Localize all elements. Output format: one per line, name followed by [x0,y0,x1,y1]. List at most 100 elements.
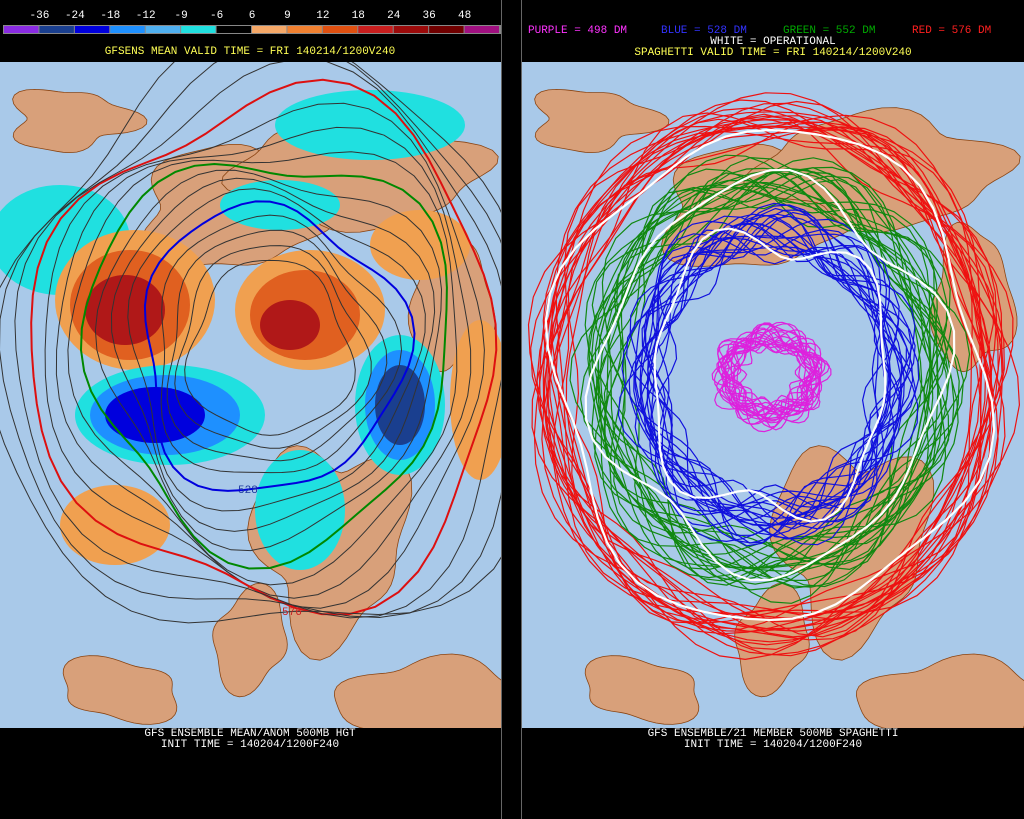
left-footer: INIT TIME = 140204/1200F240 [161,739,339,751]
legend-entry: RED = 576 DM [912,25,991,37]
height-contour [160,214,403,474]
ensemble-contour [731,328,821,426]
ensemble-contour [565,121,993,638]
ensemble-contour [591,167,931,566]
ensemble-contour [714,340,820,421]
scale-label: 18 [352,10,365,22]
legend-entry: WHITE = OPERATIONAL [710,36,835,48]
landmass [212,582,288,698]
height-contour [14,62,501,619]
ensemble-contour [591,166,943,588]
operational-contour [653,227,887,523]
scale-label: 36 [423,10,436,22]
ensemble-contour [555,112,983,651]
anomaly [105,387,205,443]
anomaly [450,320,501,480]
height-contour [94,169,443,552]
anomaly [375,365,425,445]
legend-entry: BLUE = 528 DM [661,25,747,37]
ensemble-contour [633,213,896,509]
spaghetti-lines [527,92,1021,661]
color-swatch [393,26,429,33]
color-swatch [110,26,145,33]
ensemble-contour [569,179,965,582]
ensemble-contour [549,115,994,632]
color-swatch [287,26,322,33]
right-map [522,62,1024,728]
anomaly [260,300,320,350]
scale-label: 48 [458,10,471,22]
ensemble-contour [567,127,1004,623]
operational-contour [584,168,956,582]
ensemble-contour [579,168,971,585]
anomaly [85,275,165,345]
height-contour [174,245,372,449]
ensemble-contour [597,168,934,588]
ensemble-contour [595,171,937,582]
anomaly [370,210,470,280]
right-footer: GFS ENSEMBLE/21 MEMBER 500MB SPAGHETTI [648,728,899,740]
ensemble-contour [604,179,932,581]
contour-label: 576 [282,607,302,619]
ensemble-contour [646,211,891,530]
color-swatch [252,26,287,33]
anomaly [60,485,170,565]
color-swatch [216,26,251,33]
landmass [333,653,501,728]
height-contour [166,229,388,462]
ensemble-contour [646,220,903,544]
ensemble-contour [545,113,973,624]
ensemble-contour [613,171,950,571]
ensemble-contour [621,233,888,527]
landmass [62,655,178,725]
ensemble-contour [634,209,903,537]
landmass [584,655,700,725]
color-swatch [4,26,39,33]
ensemble-contour [553,102,992,641]
height-contour [44,102,485,609]
scale-label: 12 [316,10,329,22]
color-swatch [145,26,181,33]
scale-label: 6 [249,10,256,22]
scale-label: -12 [136,10,156,22]
ensemble-contour [721,336,823,419]
height-contour [184,259,356,436]
ensemble-contour [651,246,920,525]
ensemble-contour [718,322,813,414]
right-title: SPAGHETTI VALID TIME = FRI 140214/1200V2… [634,47,911,59]
height-contour [110,177,436,532]
ensemble-contour [603,171,950,589]
ensemble-contour [628,215,914,546]
color-swatch [429,26,464,33]
color-swatch [464,26,499,33]
height-contour [30,78,498,616]
color-swatch [181,26,216,33]
ensemble-contour [716,323,832,416]
contour-label: 528 [238,485,258,497]
ensemble-contour [640,228,891,527]
scale-label: 9 [284,10,291,22]
height-contour [0,62,501,624]
left-map: 528 576 [0,62,501,728]
ensemble-contour [717,323,819,422]
ensemble-contour [542,130,994,615]
scale-label: -6 [210,10,223,22]
ensemble-contour [527,115,1006,646]
landmass [12,88,148,154]
legend-entry: GREEN = 552 DM [783,25,875,37]
operational-contour [544,128,996,622]
ensemble-contour [531,126,1014,620]
height-contour [143,200,416,492]
anomalies [0,90,501,570]
ensemble-contour [639,218,892,540]
ensemble-contour [617,235,916,526]
ensemble-contour [719,337,823,424]
ensemble-contour [533,99,998,657]
anomaly [255,450,345,570]
height-contour [79,162,448,570]
scale-label: -36 [30,10,50,22]
ensemble-contour [584,181,948,569]
height-contour [127,188,426,512]
ensemble-contour [717,335,817,424]
